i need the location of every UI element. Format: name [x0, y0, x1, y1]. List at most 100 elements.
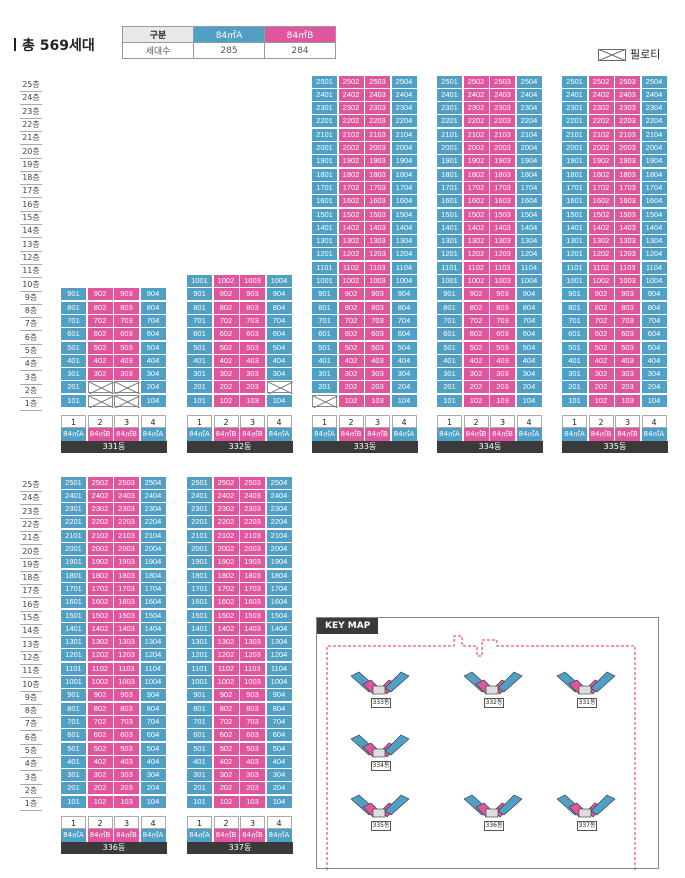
key-map-building[interactable]: 335동 [349, 793, 411, 833]
unit-cell[interactable]: 1002 [213, 676, 239, 688]
unit-cell[interactable]: 103 [240, 795, 265, 808]
unit-cell[interactable]: 1503 [114, 609, 139, 622]
unit-cell[interactable]: 2404 [641, 88, 667, 101]
unit-cell[interactable]: 2104 [516, 128, 542, 141]
unit-cell[interactable]: 901 [562, 288, 587, 301]
unit-cell[interactable]: 604 [641, 328, 667, 341]
unit-cell[interactable]: 2303 [240, 503, 265, 516]
unit-cell[interactable]: 2403 [490, 88, 515, 101]
unit-cell[interactable]: 1603 [114, 596, 139, 609]
key-map-building[interactable]: 331동 [555, 670, 617, 710]
unit-cell[interactable]: 902 [338, 288, 364, 301]
unit-cell[interactable]: 601 [437, 328, 462, 341]
unit-cell[interactable]: 101 [61, 394, 86, 407]
unit-cell[interactable]: 703 [365, 314, 390, 327]
unit-cell[interactable]: 204 [641, 381, 667, 394]
unit-cell[interactable]: 602 [463, 328, 489, 341]
unit-cell[interactable]: 1302 [87, 636, 113, 649]
unit-cell[interactable]: 1501 [562, 208, 587, 221]
unit-cell[interactable]: 2402 [87, 489, 113, 502]
unit-cell[interactable]: 701 [187, 314, 212, 327]
unit-cell[interactable]: 1003 [615, 275, 640, 287]
unit-cell[interactable]: 2103 [365, 128, 390, 141]
unit-cell[interactable]: 104 [516, 394, 542, 407]
unit-cell[interactable]: 504 [641, 341, 667, 354]
unit-cell[interactable]: 1403 [490, 221, 515, 234]
unit-cell[interactable]: 2301 [312, 102, 337, 115]
unit-cell[interactable]: 901 [61, 288, 86, 301]
unit-cell[interactable]: 502 [463, 341, 489, 354]
unit-cell[interactable]: 2304 [516, 102, 542, 115]
unit-cell[interactable]: 503 [114, 341, 139, 354]
unit-cell[interactable]: 201 [187, 782, 212, 795]
unit-cell[interactable]: 104 [140, 394, 166, 407]
unit-cell[interactable]: 303 [490, 368, 515, 381]
unit-cell[interactable]: 1103 [490, 261, 515, 274]
unit-cell[interactable]: 703 [114, 715, 139, 728]
unit-cell[interactable]: 403 [365, 354, 390, 367]
unit-cell[interactable]: 101 [562, 394, 587, 407]
unit-cell[interactable]: 1303 [490, 235, 515, 248]
unit-cell[interactable]: 304 [266, 769, 292, 782]
unit-cell[interactable]: 2504 [266, 476, 292, 489]
unit-cell[interactable]: 404 [516, 354, 542, 367]
unit-cell[interactable]: 2403 [240, 489, 265, 502]
unit-cell[interactable]: 404 [140, 755, 166, 768]
unit-cell[interactable]: 1401 [437, 221, 462, 234]
unit-cell[interactable]: 503 [365, 341, 390, 354]
unit-cell[interactable]: 403 [114, 755, 139, 768]
unit-cell[interactable]: 804 [140, 702, 166, 715]
unit-cell[interactable]: 2501 [312, 75, 337, 88]
unit-cell[interactable]: 1104 [516, 261, 542, 274]
unit-cell[interactable]: 504 [391, 341, 417, 354]
unit-cell[interactable]: 1502 [338, 208, 364, 221]
unit-cell[interactable]: 1504 [516, 208, 542, 221]
unit-cell[interactable]: 1803 [114, 569, 139, 582]
unit-cell[interactable]: 1103 [615, 261, 640, 274]
unit-cell[interactable]: 1704 [391, 181, 417, 194]
unit-cell[interactable]: 304 [516, 368, 542, 381]
unit-cell[interactable]: 1001 [562, 275, 587, 287]
unit-cell[interactable]: 2403 [615, 88, 640, 101]
unit-cell[interactable]: 1802 [338, 168, 364, 181]
unit-cell[interactable]: 201 [562, 381, 587, 394]
unit-cell[interactable]: 201 [61, 782, 86, 795]
unit-cell[interactable]: 1701 [437, 181, 462, 194]
unit-cell[interactable]: 2504 [641, 75, 667, 88]
unit-cell[interactable]: 802 [463, 301, 489, 314]
unit-cell[interactable]: 302 [588, 368, 614, 381]
unit-cell[interactable]: 1004 [516, 275, 542, 287]
unit-cell[interactable]: 1502 [87, 609, 113, 622]
unit-cell[interactable]: 604 [266, 729, 292, 742]
unit-cell[interactable]: 202 [213, 782, 239, 795]
unit-cell[interactable]: 1902 [463, 155, 489, 168]
unit-cell[interactable]: 2003 [615, 142, 640, 154]
unit-cell[interactable]: 904 [391, 288, 417, 301]
unit-cell[interactable]: 1501 [61, 609, 86, 622]
unit-cell[interactable]: 2003 [114, 543, 139, 555]
unit-cell[interactable]: 504 [516, 341, 542, 354]
unit-cell[interactable]: 1504 [391, 208, 417, 221]
unit-cell[interactable]: 601 [61, 328, 86, 341]
unit-cell[interactable]: 1003 [240, 676, 265, 688]
unit-cell[interactable]: 2003 [240, 543, 265, 555]
unit-cell[interactable]: 1901 [61, 556, 86, 569]
unit-cell[interactable]: 2302 [463, 102, 489, 115]
unit-cell[interactable]: 2404 [266, 489, 292, 502]
unit-cell[interactable]: 504 [266, 742, 292, 755]
unit-cell[interactable]: 1001 [61, 676, 86, 688]
unit-cell[interactable]: 1804 [641, 168, 667, 181]
unit-cell[interactable]: 504 [140, 742, 166, 755]
unit-cell[interactable]: 2102 [588, 128, 614, 141]
unit-cell[interactable]: 2102 [87, 529, 113, 542]
unit-cell[interactable]: 604 [391, 328, 417, 341]
unit-cell[interactable]: 404 [266, 755, 292, 768]
unit-cell[interactable]: 2203 [240, 516, 265, 529]
unit-cell[interactable]: 2002 [588, 142, 614, 154]
unit-cell[interactable]: 2304 [641, 102, 667, 115]
unit-cell[interactable]: 701 [562, 314, 587, 327]
unit-cell[interactable]: 2002 [213, 543, 239, 555]
unit-cell[interactable]: 2204 [391, 115, 417, 128]
unit-cell[interactable]: 701 [312, 314, 337, 327]
unit-cell[interactable]: 502 [213, 742, 239, 755]
